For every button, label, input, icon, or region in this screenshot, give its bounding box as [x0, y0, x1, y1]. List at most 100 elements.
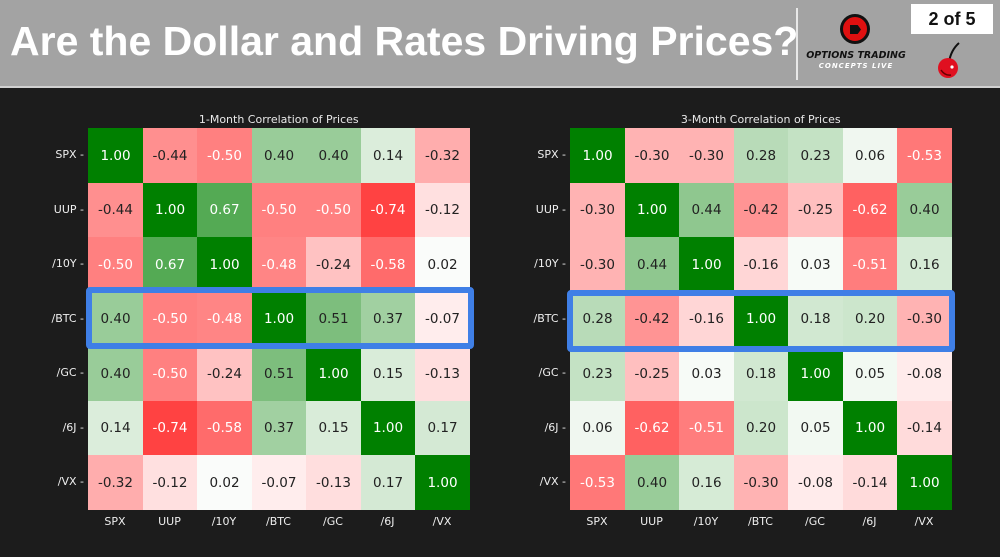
cell-/GC-/BTC: 0.18 — [733, 346, 789, 401]
cell-/GC-/6J: 0.05 — [842, 346, 898, 401]
cell-/VX-/6J: -0.14 — [842, 455, 898, 510]
cell-/BTC-/VX: -0.30 — [897, 291, 952, 347]
highlight-box-btc-row — [567, 290, 955, 352]
cell-/6J-UUP: -0.62 — [624, 400, 680, 456]
logo-line1: OPTIONS TRADING — [806, 50, 906, 61]
y-tick-label: /GC - — [56, 366, 84, 380]
cell-/BTC-/BTC: 1.00 — [251, 291, 307, 347]
x-tick-label: SPX — [104, 514, 126, 528]
cell-/10Y-/GC: 0.03 — [788, 237, 843, 292]
x-tick-label: /6J — [380, 514, 395, 528]
cell-/10Y-/10Y: 1.00 — [197, 237, 252, 292]
cell-SPX-SPX: 1.00 — [570, 128, 625, 183]
cell-/BTC-/10Y: -0.48 — [197, 291, 252, 347]
page-title: Are the Dollar and Rates Driving Prices? — [10, 18, 799, 64]
cell-/10Y-SPX: -0.30 — [570, 237, 625, 292]
cell-/6J-/BTC: 0.20 — [733, 400, 789, 456]
cell-/BTC-/GC: 0.51 — [306, 291, 361, 347]
cell-SPX-UUP: -0.44 — [142, 128, 198, 183]
cell-/6J-/BTC: 0.37 — [251, 400, 307, 456]
chart-title: 3-Month Correlation of Prices — [680, 113, 841, 126]
cell-/GC-/VX: -0.08 — [897, 346, 952, 401]
y-tick-label: /BTC - — [533, 311, 566, 325]
cell-SPX-SPX: 1.00 — [88, 128, 143, 183]
logo-play-icon — [840, 14, 870, 44]
cell-/6J-/6J: 1.00 — [842, 400, 898, 456]
cell-UUP-/GC: -0.50 — [306, 182, 361, 238]
cell-/GC-/10Y: 0.03 — [679, 346, 734, 401]
cell-/VX-UUP: 0.40 — [624, 455, 680, 510]
cell-/10Y-/6J: -0.58 — [360, 237, 416, 292]
cell-UUP-/BTC: -0.42 — [733, 182, 789, 238]
x-tick-label: /VX — [432, 514, 452, 528]
cell-/10Y-UUP: 0.44 — [624, 237, 680, 292]
cell-/VX-/10Y: 0.02 — [197, 455, 252, 510]
cell-/BTC-/10Y: -0.16 — [679, 291, 734, 347]
x-tick-label: /BTC — [747, 514, 773, 528]
cell-/VX-/6J: 0.17 — [360, 455, 416, 510]
chart-title: 1-Month Correlation of Prices — [198, 113, 359, 126]
cell-UUP-/VX: -0.12 — [415, 182, 470, 238]
cell-/10Y-/VX: 0.16 — [897, 237, 952, 292]
x-tick-label: UUP — [640, 514, 663, 528]
y-tick-label: /VX - — [57, 475, 84, 489]
cell-/6J-/GC: 0.15 — [306, 400, 361, 456]
cell-/GC-/GC: 1.00 — [788, 346, 843, 401]
y-tick-label: /6J - — [544, 420, 566, 434]
cell-/VX-/GC: -0.13 — [306, 455, 361, 510]
cell-/GC-SPX: 0.23 — [570, 346, 625, 401]
y-tick-label: /6J - — [62, 420, 84, 434]
cell-SPX-/GC: 0.40 — [306, 128, 361, 183]
cell-SPX-/6J: 0.06 — [842, 128, 898, 183]
cell-/VX-/GC: -0.08 — [788, 455, 843, 510]
x-tick-label: SPX — [586, 514, 608, 528]
cell-/GC-SPX: 0.40 — [88, 346, 143, 401]
cell-/6J-/6J: 1.00 — [360, 400, 416, 456]
cell-/6J-SPX: 0.14 — [88, 400, 143, 456]
y-tick-label: UUP - — [535, 202, 566, 216]
cell-/6J-/VX: 0.17 — [415, 400, 470, 456]
cell-/10Y-/10Y: 1.00 — [679, 237, 734, 292]
cell-/VX-SPX: -0.53 — [570, 455, 625, 510]
options-trading-logo: OPTIONS TRADING CONCEPTS LIVE — [800, 14, 912, 74]
cell-/10Y-/VX: 0.02 — [415, 237, 470, 292]
header: Are the Dollar and Rates Driving Prices?… — [0, 0, 1000, 88]
cell-/6J-/10Y: -0.51 — [679, 400, 734, 456]
cell-UUP-/6J: -0.62 — [842, 182, 898, 238]
cell-UUP-/10Y: 0.44 — [679, 182, 734, 238]
cell-UUP-SPX: -0.44 — [88, 182, 143, 238]
cell-UUP-/VX: 0.40 — [897, 182, 952, 238]
logo-line2: CONCEPTS LIVE — [818, 62, 894, 70]
cell-/VX-/BTC: -0.30 — [733, 455, 789, 510]
cell-/6J-/10Y: -0.58 — [197, 400, 252, 456]
cell-/GC-/VX: -0.13 — [415, 346, 470, 401]
cell-/10Y-/GC: -0.24 — [306, 237, 361, 292]
cherry-icon — [938, 42, 960, 78]
x-tick-label: /BTC — [265, 514, 291, 528]
x-tick-label: /GC — [323, 514, 343, 528]
cell-UUP-/10Y: 0.67 — [197, 182, 252, 238]
cell-/10Y-/BTC: -0.16 — [733, 237, 789, 292]
cell-SPX-/10Y: -0.30 — [679, 128, 734, 183]
y-tick-label: /GC - — [538, 366, 566, 380]
cell-SPX-UUP: -0.30 — [624, 128, 680, 183]
cell-UUP-UUP: 1.00 — [142, 182, 198, 238]
cell-/VX-/10Y: 0.16 — [679, 455, 734, 510]
cell-/10Y-UUP: 0.67 — [142, 237, 198, 292]
cell-/BTC-SPX: 0.40 — [88, 291, 143, 347]
cell-/GC-/6J: 0.15 — [360, 346, 416, 401]
cell-UUP-UUP: 1.00 — [624, 182, 680, 238]
y-tick-label: SPX - — [55, 148, 84, 162]
cell-/6J-/GC: 0.05 — [788, 400, 843, 456]
y-tick-label: /10Y - — [52, 257, 84, 271]
cell-SPX-/10Y: -0.50 — [197, 128, 252, 183]
y-tick-label: /VX - — [539, 475, 566, 489]
cell-/GC-UUP: -0.25 — [624, 346, 680, 401]
cell-SPX-/VX: -0.53 — [897, 128, 952, 183]
cell-/BTC-UUP: -0.42 — [624, 291, 680, 347]
cell-/GC-UUP: -0.50 — [142, 346, 198, 401]
x-tick-label: UUP — [158, 514, 181, 528]
cell-/BTC-/GC: 0.18 — [788, 291, 843, 347]
y-tick-label: SPX - — [537, 148, 566, 162]
cell-/GC-/BTC: 0.51 — [251, 346, 307, 401]
